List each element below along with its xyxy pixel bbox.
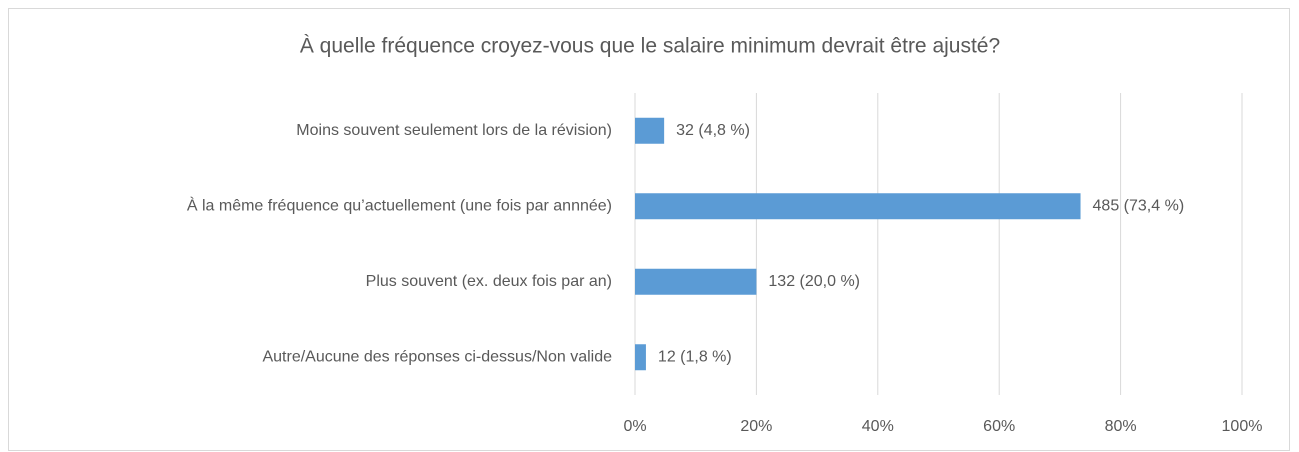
x-tick-label: 20% [740, 418, 772, 435]
bar [635, 268, 757, 295]
y-tick-label: Autre/Aucune des réponses ci-dessus/Non … [262, 348, 612, 365]
data-label: 12 (1,8 %) [658, 348, 732, 365]
y-tick-label: Moins souvent seulement lors de la révis… [296, 122, 612, 139]
bar [635, 344, 646, 371]
x-tick-label: 40% [862, 418, 894, 435]
bar [635, 193, 1081, 220]
x-tick-label: 80% [1105, 418, 1137, 435]
data-label: 485 (73,4 %) [1093, 197, 1185, 214]
bar [635, 117, 665, 144]
y-tick-label: Plus souvent (ex. deux fois par an) [366, 273, 612, 290]
data-label: 32 (4,8 %) [676, 122, 750, 139]
chart-title: À quelle fréquence croyez-vous que le sa… [300, 35, 1000, 58]
y-tick-label: À la même fréquence qu’actuellement (une… [187, 195, 612, 214]
data-label: 132 (20,0 %) [768, 273, 860, 290]
chart-border [8, 8, 1290, 451]
x-tick-label: 100% [1222, 418, 1263, 435]
x-tick-label: 0% [623, 418, 646, 435]
x-tick-label: 60% [983, 418, 1015, 435]
